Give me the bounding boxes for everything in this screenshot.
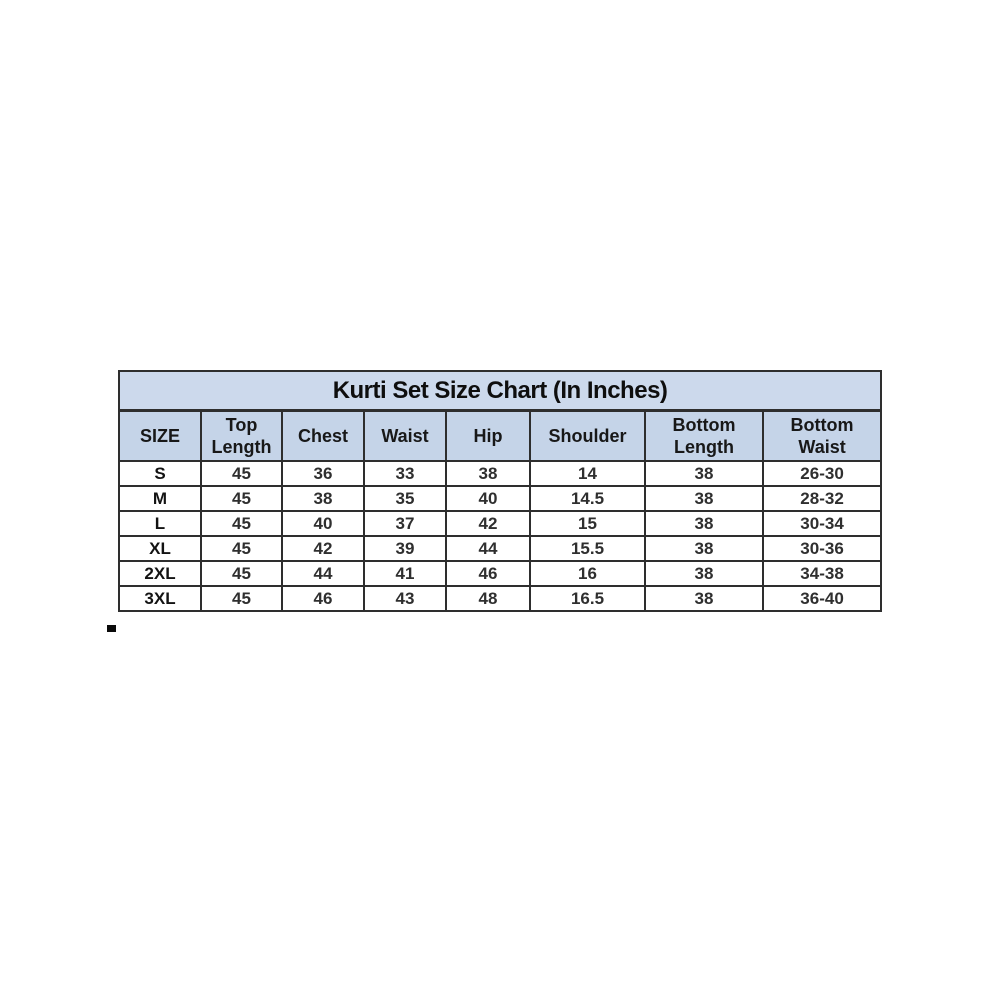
value-cell: 14.5 bbox=[529, 485, 646, 512]
value-cell: 45 bbox=[200, 460, 283, 487]
value-cell: 34-38 bbox=[761, 560, 883, 587]
value-cell: 38 bbox=[644, 535, 764, 562]
value-cell: 38 bbox=[644, 460, 764, 487]
value-cell: 36-40 bbox=[761, 585, 883, 612]
corner-artifact-mark bbox=[107, 625, 116, 632]
value-cell: 48 bbox=[445, 585, 531, 612]
size-cell: M bbox=[118, 485, 202, 512]
value-cell: 38 bbox=[644, 510, 764, 537]
value-cell: 45 bbox=[200, 510, 283, 537]
column-header-chest: Chest bbox=[281, 409, 365, 462]
value-cell: 40 bbox=[281, 510, 365, 537]
value-cell: 14 bbox=[529, 460, 646, 487]
column-header-bottom-length: Bottom Length bbox=[644, 409, 764, 462]
value-cell: 39 bbox=[363, 535, 447, 562]
table-row: 2XL 45 44 41 46 16 38 34-38 bbox=[118, 560, 883, 587]
value-cell: 37 bbox=[363, 510, 447, 537]
value-cell: 33 bbox=[363, 460, 447, 487]
value-cell: 42 bbox=[445, 510, 531, 537]
size-cell: 2XL bbox=[118, 560, 202, 587]
header-row: SIZE Top Length Chest Waist Hip Shoulder… bbox=[118, 409, 883, 462]
value-cell: 38 bbox=[644, 485, 764, 512]
column-header-bottom-waist: Bottom Waist bbox=[761, 409, 883, 462]
value-cell: 38 bbox=[281, 485, 365, 512]
value-cell: 35 bbox=[363, 485, 447, 512]
value-cell: 45 bbox=[200, 560, 283, 587]
value-cell: 38 bbox=[644, 585, 764, 612]
size-cell: 3XL bbox=[118, 585, 202, 612]
value-cell: 36 bbox=[281, 460, 365, 487]
size-chart-table: Kurti Set Size Chart (In Inches) SIZE To… bbox=[117, 370, 883, 612]
value-cell: 30-34 bbox=[761, 510, 883, 537]
size-cell: L bbox=[118, 510, 202, 537]
value-cell: 38 bbox=[644, 560, 764, 587]
value-cell: 45 bbox=[200, 585, 283, 612]
value-cell: 40 bbox=[445, 485, 531, 512]
column-header-top-length: Top Length bbox=[200, 409, 283, 462]
value-cell: 16.5 bbox=[529, 585, 646, 612]
value-cell: 43 bbox=[363, 585, 447, 612]
value-cell: 26-30 bbox=[761, 460, 883, 487]
value-cell: 15.5 bbox=[529, 535, 646, 562]
table-title: Kurti Set Size Chart (In Inches) bbox=[117, 370, 883, 412]
title-row: Kurti Set Size Chart (In Inches) bbox=[117, 370, 883, 412]
value-cell: 44 bbox=[445, 535, 531, 562]
value-cell: 46 bbox=[445, 560, 531, 587]
value-cell: 42 bbox=[281, 535, 365, 562]
value-cell: 45 bbox=[200, 535, 283, 562]
table-row: 3XL 45 46 43 48 16.5 38 36-40 bbox=[118, 585, 883, 612]
table-row: M 45 38 35 40 14.5 38 28-32 bbox=[118, 485, 883, 512]
column-header-size: SIZE bbox=[118, 409, 202, 462]
table-row: S 45 36 33 38 14 38 26-30 bbox=[118, 460, 883, 487]
size-cell: XL bbox=[118, 535, 202, 562]
table-row: L 45 40 37 42 15 38 30-34 bbox=[118, 510, 883, 537]
value-cell: 16 bbox=[529, 560, 646, 587]
value-cell: 15 bbox=[529, 510, 646, 537]
table-row: XL 45 42 39 44 15.5 38 30-36 bbox=[118, 535, 883, 562]
size-cell: S bbox=[118, 460, 202, 487]
column-header-hip: Hip bbox=[445, 409, 531, 462]
value-cell: 38 bbox=[445, 460, 531, 487]
value-cell: 28-32 bbox=[761, 485, 883, 512]
value-cell: 44 bbox=[281, 560, 365, 587]
value-cell: 41 bbox=[363, 560, 447, 587]
value-cell: 45 bbox=[200, 485, 283, 512]
value-cell: 46 bbox=[281, 585, 365, 612]
column-header-shoulder: Shoulder bbox=[529, 409, 646, 462]
column-header-waist: Waist bbox=[363, 409, 447, 462]
value-cell: 30-36 bbox=[761, 535, 883, 562]
